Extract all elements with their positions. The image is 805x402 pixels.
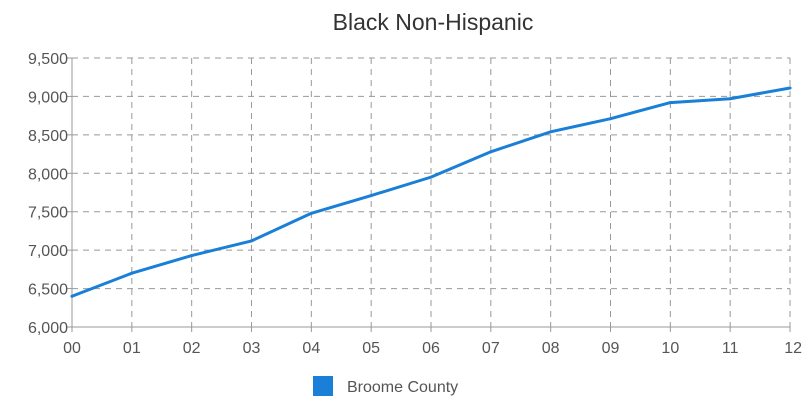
x-tick-label: 03 [243, 340, 261, 357]
data-point[interactable] [429, 175, 433, 179]
x-tick-label: 11 [722, 340, 739, 357]
data-point[interactable] [309, 211, 313, 215]
data-point[interactable] [668, 101, 672, 105]
legend[interactable]: Broome County [313, 376, 458, 396]
y-tick-label: 6,500 [28, 282, 68, 299]
x-tick-label: 09 [602, 340, 620, 357]
y-tick-label: 8,500 [28, 128, 68, 145]
y-tick-label: 6,000 [28, 320, 68, 337]
legend-label[interactable]: Broome County [347, 379, 458, 396]
x-tick-label: 05 [362, 340, 380, 357]
x-tick-label: 07 [482, 340, 500, 357]
data-point[interactable] [190, 254, 194, 258]
series-layer [70, 86, 792, 298]
y-tick-label: 7,500 [28, 205, 68, 222]
y-axis-ticks: 6,000 6,500 7,000 7,500 8,000 8,500 9,000 9,500 [28, 51, 68, 337]
chart-title: Black Non-Hispanic [333, 9, 534, 35]
x-tick-label: 04 [302, 340, 320, 357]
data-point[interactable] [609, 117, 612, 121]
x-tick-label: 00 [63, 340, 81, 357]
y-tick-label: 9,000 [28, 89, 68, 106]
x-tick-label: 01 [123, 340, 141, 357]
x-tick-label: 02 [183, 340, 201, 357]
legend-swatch[interactable] [313, 376, 333, 396]
data-point[interactable] [788, 86, 792, 90]
data-point[interactable] [250, 239, 253, 243]
data-point[interactable] [728, 97, 732, 101]
x-tick-label: 06 [422, 340, 440, 357]
x-tick-label: 08 [542, 340, 560, 357]
data-point[interactable] [130, 271, 134, 275]
x-tick-label: 12 [784, 340, 802, 357]
y-tick-label: 8,000 [28, 166, 68, 183]
data-point[interactable] [369, 194, 373, 198]
x-axis-ticks: 00 01 02 03 04 05 06 07 08 09 10 11 12 [63, 340, 802, 357]
data-point[interactable] [489, 150, 493, 154]
y-tick-label: 7,000 [28, 243, 68, 260]
grid [67, 57, 791, 332]
data-point[interactable] [70, 294, 74, 298]
x-tick-label: 10 [661, 340, 679, 357]
y-tick-label: 9,500 [28, 51, 68, 68]
data-point[interactable] [549, 130, 553, 134]
